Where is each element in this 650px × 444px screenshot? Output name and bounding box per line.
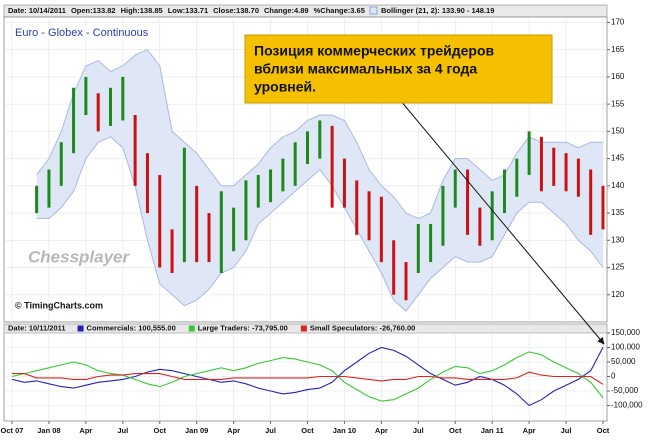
legend-entry: Small Speculators: -26,760.00 xyxy=(310,323,415,332)
x-tick-label: Jan 11 xyxy=(481,426,504,435)
legend-swatch xyxy=(77,325,84,332)
y-tick-label: -100,000 xyxy=(611,401,643,410)
annotation-arrow xyxy=(399,99,605,345)
watermark: Chessplayer xyxy=(28,247,130,266)
band-line xyxy=(36,49,603,220)
series-line xyxy=(11,351,604,402)
y-tick-label: 165 xyxy=(611,45,625,54)
annotation-line: Позиция коммерческих трейдеров xyxy=(254,43,495,59)
x-tick-label: Jul xyxy=(265,426,276,435)
y-tick-label: 0 xyxy=(611,372,616,381)
annotation-line: вблизи максимальных за 4 года xyxy=(254,61,477,77)
x-tick-label: Jan 08 xyxy=(37,426,60,435)
legend-swatch xyxy=(300,325,307,332)
y-tick-label: 150 xyxy=(611,126,625,135)
legend-entry: Commercials: 100,555.00 xyxy=(87,323,176,332)
legend-entry: Large Traders: -73,795.00 xyxy=(198,323,288,332)
y-tick-label: 100,000 xyxy=(611,343,640,352)
legend-swatch xyxy=(188,325,195,332)
header-field: Change:4.89 xyxy=(264,6,309,15)
header-field: Close:138.70 xyxy=(213,6,259,15)
x-tick-label: Jul xyxy=(413,426,424,435)
y-tick-label: 145 xyxy=(611,154,625,163)
x-tick-label: Oct xyxy=(449,426,462,435)
y-tick-label: 130 xyxy=(611,235,625,244)
annotation-line: уровней. xyxy=(254,79,316,95)
y-tick-label: 50,000 xyxy=(611,357,636,366)
x-tick-label: Oct xyxy=(597,426,610,435)
chart-title: Euro - Globex - Continuous xyxy=(15,27,149,39)
series-line xyxy=(12,371,604,385)
y-tick-label: 150,000 xyxy=(611,328,640,337)
band-fill xyxy=(36,49,603,312)
annotation-box xyxy=(244,34,553,104)
x-tick-label: Oct xyxy=(153,426,166,435)
header-field: Date: 10/11/2011 xyxy=(8,323,66,332)
header-field: High:138.85 xyxy=(121,6,163,15)
y-tick-label: 160 xyxy=(611,72,625,81)
y-tick-label: 170 xyxy=(611,18,625,27)
x-tick-label: Apr xyxy=(79,426,92,435)
x-tick-label: Apr xyxy=(523,426,536,435)
band-legend-swatch xyxy=(369,6,378,15)
series-line xyxy=(11,346,604,407)
header-field: Low:133.71 xyxy=(168,6,208,15)
y-tick-label: -50,000 xyxy=(611,386,639,395)
x-tick-label: Jan 10 xyxy=(333,426,356,435)
band-legend: Bollinger (21, 2): 133.90 - 148.19 xyxy=(381,6,494,15)
y-tick-label: 120 xyxy=(611,290,625,299)
x-tick-label: Apr xyxy=(227,426,240,435)
credit: © TimingCharts.com xyxy=(15,300,103,310)
y-tick-label: 135 xyxy=(611,208,625,217)
header-field: %Change:3.65 xyxy=(314,6,365,15)
x-tick-label: Apr xyxy=(375,426,388,435)
y-tick-label: 140 xyxy=(611,181,625,190)
x-tick-label: Jul xyxy=(117,426,128,435)
x-tick-label: Jul xyxy=(561,426,572,435)
x-tick-label: Oct 07 xyxy=(1,426,24,435)
band-line xyxy=(36,136,604,312)
header-field: Open:133.82 xyxy=(71,6,116,15)
x-tick-label: Oct xyxy=(301,426,314,435)
x-tick-label: Jan 09 xyxy=(185,426,208,435)
y-tick-label: 155 xyxy=(611,99,625,108)
header-field: Date: 10/14/2011 xyxy=(8,6,66,15)
y-tick-label: 125 xyxy=(611,263,625,272)
